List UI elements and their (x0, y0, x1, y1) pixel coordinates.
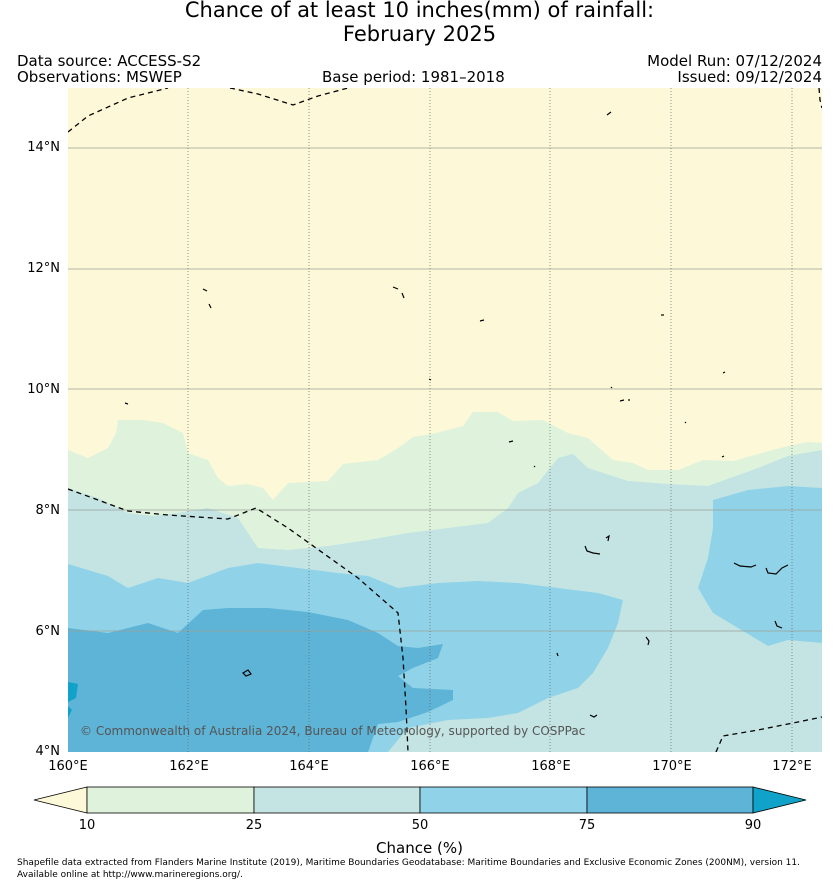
colorbar-tick-25: 25 (245, 818, 263, 833)
data-source-text: Data source: ACCESS-S2 (17, 52, 202, 70)
base-period-text: Base period: 1981–2018 (322, 68, 505, 86)
zone-above-90-small (68, 706, 72, 718)
lat-label-6n: 6°N (35, 624, 61, 639)
lat-label-14n: 14°N (27, 140, 60, 155)
colorbar-segment-50-75 (419, 786, 588, 814)
colorbar-segment-75-90 (586, 786, 754, 814)
colorbar-tick-10: 10 (78, 818, 96, 833)
lon-label-166e: 166°E (410, 759, 450, 774)
islands (124, 111, 789, 718)
colorbar-tick-75: 75 (578, 818, 596, 833)
map-title: Chance of at least 10 inches(mm) of rain… (0, 0, 839, 46)
title-line-2: February 2025 (342, 22, 497, 46)
model-run-text: Model Run: 07/12/2024 (647, 52, 822, 70)
issued-text: Issued: 09/12/2024 (677, 68, 822, 86)
lat-label-4n: 4°N (35, 744, 61, 759)
lon-label-160e: 160°E (48, 759, 88, 774)
lon-label-164e: 164°E (289, 759, 329, 774)
colorbar-segment-below-10 (33, 786, 88, 814)
colorbar-segment-10-25 (86, 786, 255, 814)
footer-credit: Shapefile data extracted from Flanders M… (17, 858, 800, 880)
observations-text: Observations: MSWEP (17, 68, 182, 86)
lon-label-170e: 170°E (652, 759, 692, 774)
colorbar-tick-90: 90 (744, 818, 762, 833)
colorbar-tick-50: 50 (411, 818, 429, 833)
colorbar-segment-above-90 (752, 786, 807, 814)
lat-label-10n: 10°N (27, 382, 60, 397)
colorbar-segment-25-50 (253, 786, 421, 814)
lon-label-172e: 172°E (772, 759, 812, 774)
title-line-1: Chance of at least 10 inches(mm) of rain… (184, 0, 655, 22)
attribution-text: © Commonwealth of Australia 2024, Bureau… (80, 724, 586, 738)
colorbar (33, 786, 807, 814)
maritime-boundaries (68, 88, 822, 752)
lat-label-12n: 12°N (27, 261, 60, 276)
map-plot-area (68, 88, 822, 752)
lat-label-8n: 8°N (35, 503, 61, 518)
zone-50-75-east (698, 486, 822, 646)
lon-label-162e: 162°E (169, 759, 209, 774)
rainfall-probability-map (68, 88, 822, 752)
colorbar-title: Chance (%) (376, 839, 463, 857)
zone-75-90 (68, 608, 453, 752)
lon-label-168e: 168°E (531, 759, 571, 774)
latitude-gridlines (68, 147, 822, 632)
zone-above-90 (68, 682, 78, 702)
